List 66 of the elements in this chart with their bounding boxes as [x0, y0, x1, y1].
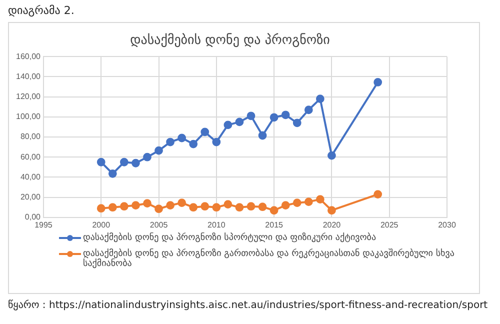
y-tick-label: 100,00 [16, 112, 42, 122]
y-tick-label: 40,00 [20, 172, 42, 182]
point [178, 134, 186, 142]
point [374, 78, 382, 86]
point [212, 203, 221, 212]
point [108, 203, 117, 212]
x-tick-label: 1995 [34, 220, 53, 230]
point [166, 138, 174, 146]
legend-label: დასაქმების დონე და პროგნოზი გართობასა და რეკრეაციასთან დაკავშირებული სხვა საქმიანობა [83, 249, 456, 269]
x-tick-label: 2005 [150, 220, 168, 230]
point [292, 118, 302, 128]
point [374, 190, 382, 198]
point [189, 203, 198, 212]
point [166, 201, 174, 210]
y-tick-label: 20,00 [20, 192, 42, 202]
point [270, 113, 278, 122]
point [246, 202, 256, 211]
y-tick-label: 0,00 [24, 212, 42, 222]
point [178, 198, 186, 208]
point [328, 206, 336, 215]
x-tick-label: 2000 [92, 220, 111, 230]
y-tick-label: 60,00 [20, 152, 42, 162]
x-tick-label: 2015 [265, 220, 284, 230]
y-tick-label: 80,00 [20, 132, 42, 142]
legend-label: დასაქმების დონე და პროგნოზი სპორტული და ფიზიკური აქტივობა [83, 233, 376, 243]
point [200, 128, 210, 136]
point [328, 151, 336, 160]
point [154, 204, 163, 214]
point [258, 202, 267, 212]
y-tick-label: 160,00 [16, 52, 42, 61]
point [154, 146, 163, 155]
point [235, 203, 244, 212]
y-tick-label: 140,00 [16, 72, 42, 81]
point [132, 158, 140, 168]
point [316, 94, 324, 104]
point [304, 198, 313, 206]
point [96, 204, 106, 213]
point [143, 199, 152, 208]
point [212, 138, 221, 146]
point [281, 110, 290, 120]
point [292, 198, 302, 208]
point [316, 195, 324, 204]
point [304, 106, 313, 114]
x-tick-label: 2030 [438, 220, 456, 230]
point [246, 112, 256, 120]
point [270, 206, 278, 215]
x-tick-label: 2020 [322, 220, 342, 230]
chart-title: დასაქმების დონე და პროგნოზი [130, 33, 330, 48]
point [108, 169, 117, 178]
point [281, 201, 290, 210]
point [120, 158, 128, 166]
point [96, 158, 106, 166]
point [120, 202, 128, 211]
y-tick-label: 120,00 [16, 92, 42, 102]
point [224, 120, 232, 130]
point [189, 140, 198, 148]
point [258, 131, 267, 140]
point [235, 118, 244, 126]
x-tick-label: 2025 [380, 220, 399, 230]
text: დიაგრამა 2. [8, 4, 74, 17]
point [224, 200, 232, 209]
point [143, 152, 152, 162]
x-tick-label: 2010 [208, 220, 226, 230]
point [200, 202, 210, 211]
point [132, 201, 140, 210]
text: წყარო : https://nationalindustryinsights.aisc.net.au/industries/sport-fitness-and-recreation/sport [8, 300, 488, 311]
